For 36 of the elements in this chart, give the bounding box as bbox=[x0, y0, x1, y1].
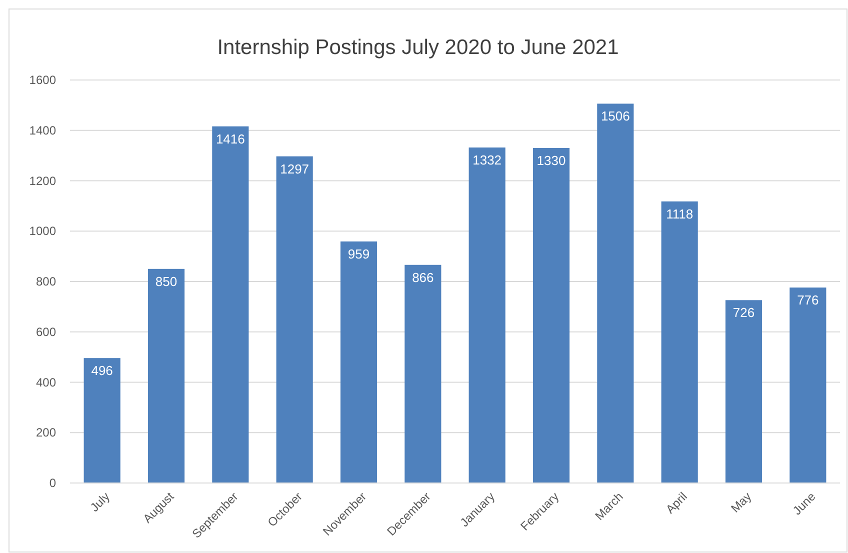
y-tick-label: 200 bbox=[36, 426, 56, 440]
y-tick-label: 1000 bbox=[29, 224, 56, 238]
bar bbox=[84, 358, 120, 483]
data-label: 1297 bbox=[280, 161, 310, 176]
y-tick-label: 0 bbox=[49, 476, 56, 490]
x-tick-label: July bbox=[87, 489, 112, 514]
chart-title: Internship Postings July 2020 to June 2021 bbox=[217, 36, 619, 59]
data-label: 959 bbox=[348, 246, 370, 262]
bar bbox=[148, 268, 185, 483]
y-tick-label: 1600 bbox=[29, 73, 56, 87]
data-label: 1416 bbox=[216, 131, 245, 146]
data-label: 776 bbox=[797, 292, 819, 308]
data-label: 496 bbox=[91, 363, 113, 378]
data-label: 1330 bbox=[536, 153, 566, 168]
bar bbox=[212, 126, 249, 483]
bar bbox=[725, 300, 762, 483]
data-label: 866 bbox=[412, 270, 434, 285]
y-tick-label: 600 bbox=[36, 324, 56, 339]
bar bbox=[661, 201, 698, 483]
bar bbox=[404, 264, 442, 483]
bar bbox=[597, 104, 634, 483]
bar bbox=[790, 288, 826, 483]
bar bbox=[532, 148, 570, 483]
y-tick-label: 400 bbox=[36, 375, 56, 390]
y-tick-label: 800 bbox=[36, 274, 56, 288]
bar bbox=[340, 241, 378, 483]
data-label: 726 bbox=[732, 305, 755, 320]
data-label: 1506 bbox=[600, 108, 630, 124]
x-tick-label: May bbox=[728, 489, 754, 516]
bar bbox=[468, 148, 506, 483]
y-tick-label: 1400 bbox=[29, 123, 56, 138]
data-label: 850 bbox=[155, 274, 178, 289]
data-label: 1118 bbox=[666, 206, 694, 222]
y-tick-label: 1200 bbox=[29, 174, 56, 188]
data-label: 1332 bbox=[472, 152, 502, 168]
bar bbox=[276, 156, 313, 483]
